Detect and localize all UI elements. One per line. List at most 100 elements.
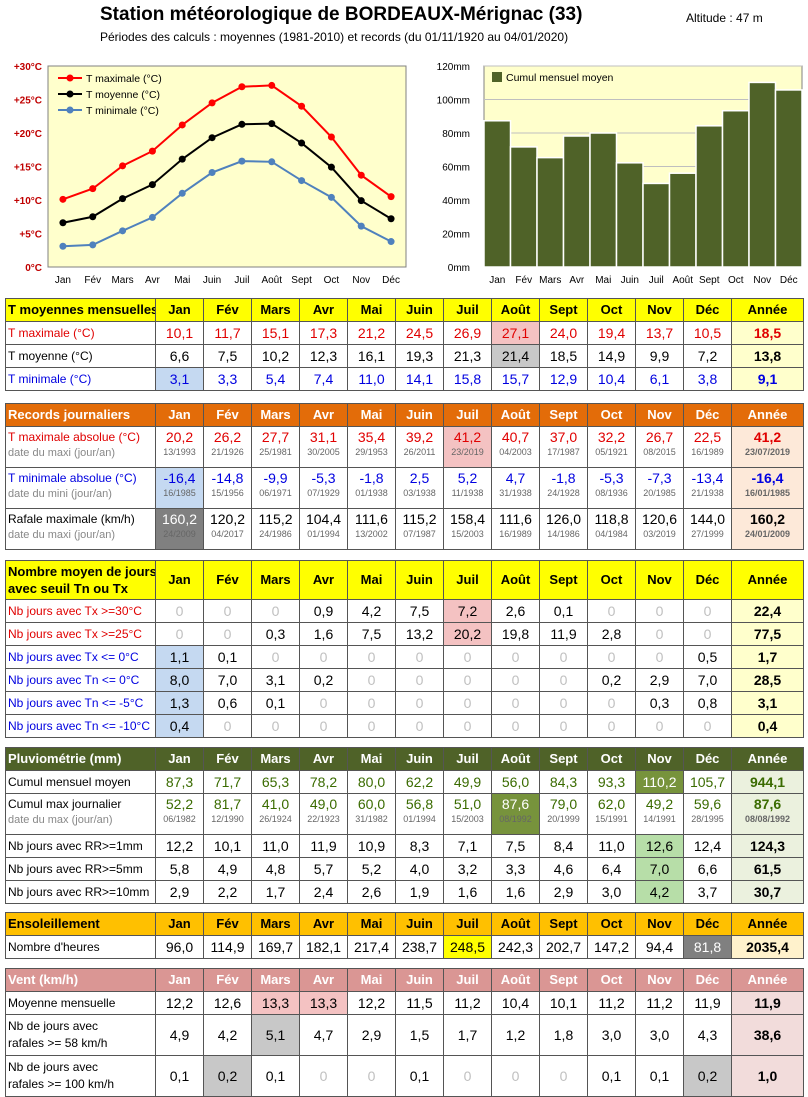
cell-value: 6,6 — [697, 861, 718, 877]
cell-value: 1,7 — [265, 884, 286, 900]
month-header: Avr — [299, 298, 348, 322]
row-label: Cumul mensuel moyen — [5, 770, 156, 794]
cell-value: 0 — [463, 695, 472, 711]
row-label: Nb de jours avec rafales >= 100 km/h — [5, 1055, 156, 1097]
cell-value: 19,3 — [405, 348, 434, 364]
data-cell: 59,6 28/1995 — [683, 793, 732, 835]
data-cell: 2,9 — [155, 880, 204, 904]
data-cell: 62,0 15/1991 — [587, 793, 636, 835]
legend-swatch — [492, 72, 502, 82]
data-cell: 8,0 — [155, 668, 204, 692]
data-cell: 3,1 — [155, 367, 204, 391]
cell-date: 20/1985 — [643, 488, 676, 498]
data-cell: 52,2 06/1982 — [155, 793, 204, 835]
data-point — [387, 238, 395, 246]
data-cell: 32,2 05/1921 — [587, 426, 636, 468]
row-label-text: T maximale absolue (°C) — [8, 430, 140, 444]
table-row: T maximale (°C) 10,1 11,7 15,1 17,3 21,2 24,5 2… — [5, 321, 804, 345]
cell-value: 0 — [319, 718, 328, 734]
x-tick-label: Mai — [174, 275, 190, 286]
data-cell: 4,2 — [635, 880, 684, 904]
data-cell: 87,6 08/1992 — [491, 793, 540, 835]
row-label-text: Cumul max journalier — [8, 797, 122, 811]
annee-value: 11,9 — [754, 995, 781, 1011]
annee-cell: 77,5 — [731, 622, 804, 646]
cell-value: 56,0 — [501, 774, 530, 790]
cell-value: 0 — [223, 626, 232, 642]
data-cell: 7,2 — [683, 344, 732, 368]
cell-date: 07/1987 — [403, 529, 436, 539]
cell-value: -5,3 — [599, 470, 624, 486]
data-cell: 144,0 27/1999 — [683, 508, 732, 550]
annee-value: 944,1 — [749, 774, 786, 790]
data-point — [208, 169, 216, 177]
cell-value: 7,0 — [217, 672, 238, 688]
data-cell: 20,2 13/1993 — [155, 426, 204, 468]
cell-value: 1,2 — [505, 1027, 526, 1043]
data-cell: 20,2 — [443, 622, 492, 646]
x-tick-label: Fév — [84, 275, 101, 286]
data-point — [119, 227, 127, 235]
table-header-row: Nombre moyen de jours avec seuil Tn ou Tx… — [5, 560, 804, 600]
data-cell: 5,2 11/1938 — [443, 467, 492, 509]
data-cell: 13,7 — [635, 321, 684, 345]
data-cell: 84,3 — [539, 770, 588, 794]
data-cell: 13,3 — [299, 991, 348, 1015]
month-header: Août — [491, 403, 540, 427]
data-cell: 5,8 — [155, 857, 204, 881]
data-cell: 0 — [491, 645, 540, 669]
row-label: Nb jours avec Tx >=25°C — [5, 622, 156, 646]
cell-value: 10,2 — [261, 348, 290, 364]
data-cell: 10,1 — [539, 991, 588, 1015]
data-cell: 0,3 — [635, 691, 684, 715]
bar — [562, 135, 591, 268]
data-cell: 7,4 — [299, 367, 348, 391]
cell-value: 7,5 — [217, 348, 238, 364]
month-header: Déc — [683, 968, 732, 992]
data-cell: 0 — [491, 714, 540, 738]
cell-value: 11,5 — [406, 995, 433, 1011]
data-cell: 114,9 — [203, 935, 252, 959]
cell-value: 202,7 — [545, 939, 582, 955]
cell-value: 147,2 — [593, 939, 630, 955]
cell-value: 1,6 — [505, 884, 526, 900]
cell-value: 15,8 — [453, 371, 482, 387]
annee-value: 160,2 — [749, 511, 786, 527]
cell-value: 2,6 — [505, 603, 526, 619]
data-cell: 19,4 — [587, 321, 636, 345]
cell-value: 0 — [559, 695, 568, 711]
annee-cell: 1,7 — [731, 645, 804, 669]
x-tick-label: Mars — [539, 275, 561, 286]
cell-date: 03/1938 — [403, 488, 436, 498]
cell-value: 3,0 — [601, 884, 622, 900]
data-cell: 12,2 — [155, 991, 204, 1015]
data-cell: 0 — [203, 714, 252, 738]
annee-value: 0,4 — [757, 718, 778, 734]
cell-value: 0,1 — [553, 603, 574, 619]
data-point — [89, 213, 97, 221]
cell-value: 12,2 — [357, 995, 386, 1011]
month-header: Avr — [299, 968, 348, 992]
cell-value: 10,5 — [693, 325, 722, 341]
cell-value: 84,3 — [549, 774, 578, 790]
month-header: Mars — [251, 747, 300, 771]
data-cell: 0 — [251, 714, 300, 738]
cell-value: 217,4 — [353, 939, 390, 955]
data-cell: 118,8 04/1984 — [587, 508, 636, 550]
data-cell: 7,0 — [683, 668, 732, 692]
month-header: Jan — [155, 747, 204, 771]
cell-value: 0 — [559, 718, 568, 734]
annee-date: 16/01/1985 — [744, 488, 791, 498]
data-cell: 24,0 — [539, 321, 588, 345]
cell-value: 40,7 — [501, 429, 530, 445]
cell-date: 06/1982 — [163, 814, 196, 824]
data-cell: -5,3 08/1936 — [587, 467, 636, 509]
data-cell: 111,6 13/2002 — [347, 508, 396, 550]
data-cell: 0 — [443, 645, 492, 669]
cell-value: 0 — [559, 649, 568, 665]
data-cell: 11,0 — [251, 834, 300, 858]
data-cell: 11,9 — [299, 834, 348, 858]
cell-date: 27/1999 — [691, 529, 724, 539]
data-cell: 1,7 — [251, 880, 300, 904]
cell-value: 7,0 — [697, 672, 718, 688]
